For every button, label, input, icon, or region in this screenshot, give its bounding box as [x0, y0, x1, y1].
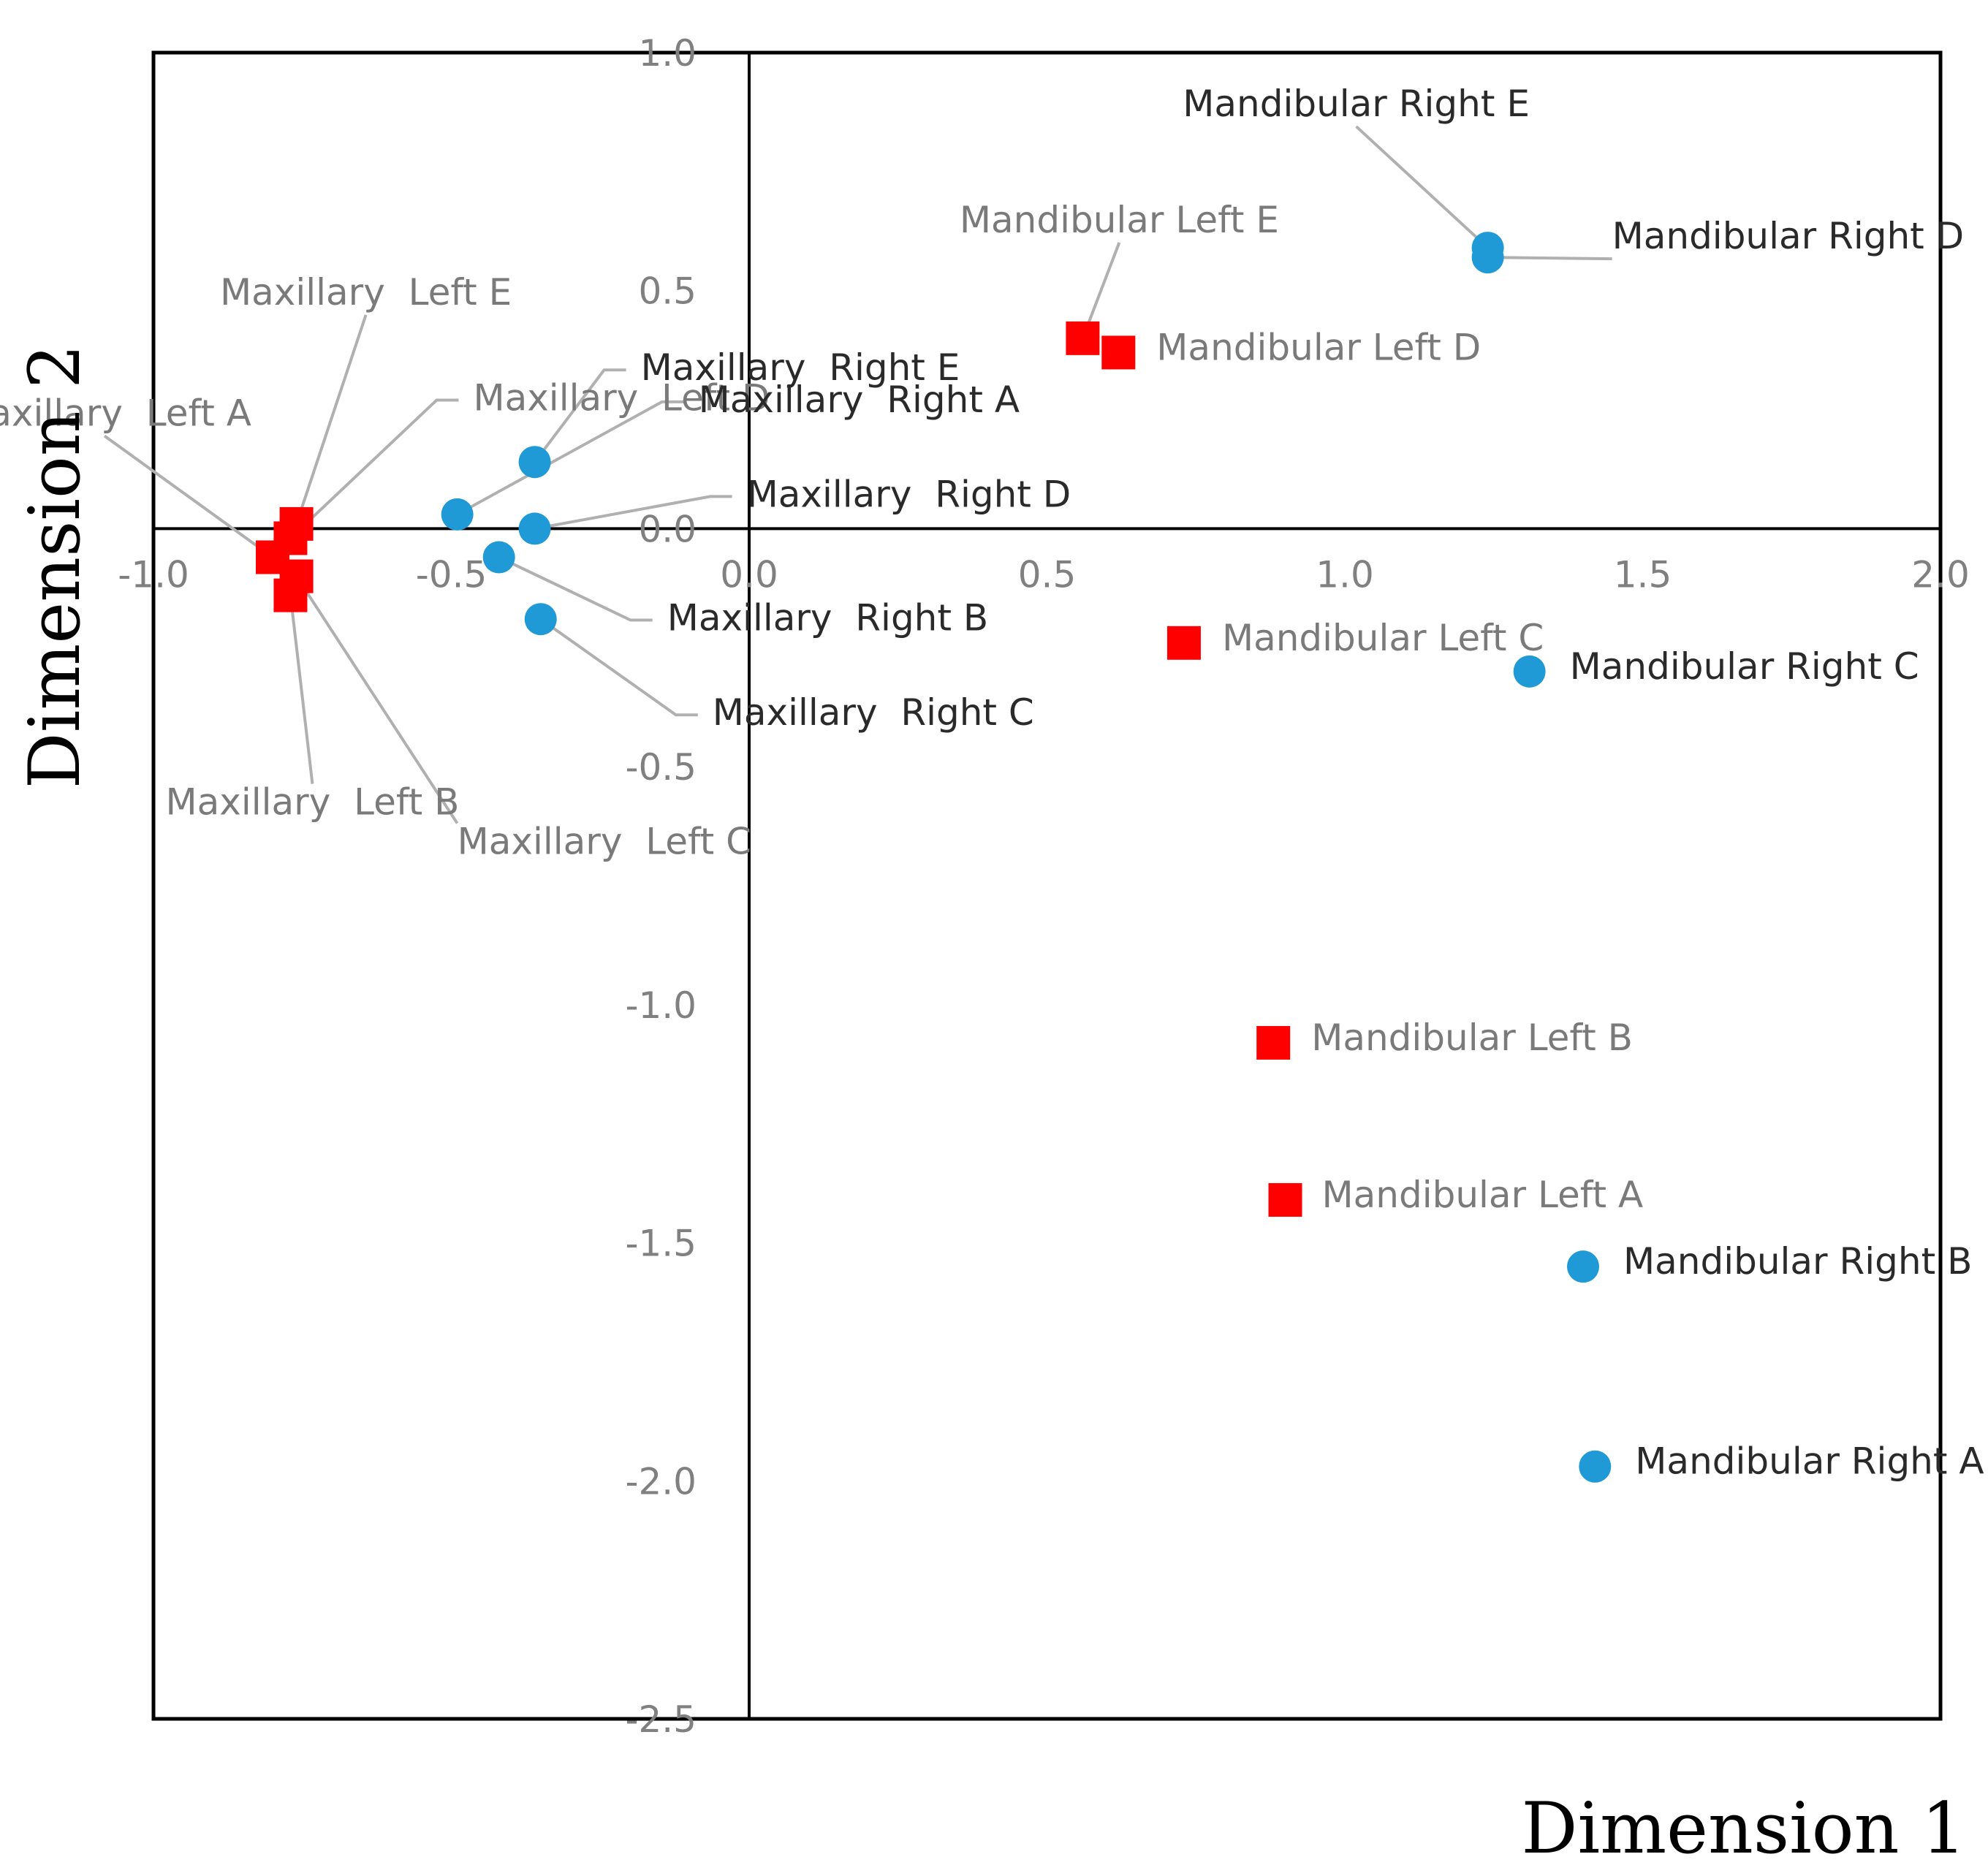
point-label: Maxillary Left C — [458, 821, 752, 863]
point-label: Maxillary Right D — [747, 473, 1071, 515]
leader-line — [289, 398, 459, 539]
data-point-square — [1066, 321, 1100, 355]
point-label: Mandibular Left B — [1311, 1017, 1633, 1059]
point-label: Maxillary Right C — [713, 691, 1034, 734]
point-label: Maxillary Left E — [220, 271, 512, 314]
data-point-square — [1101, 335, 1136, 370]
point-label: Maxillary Left B — [166, 781, 460, 824]
data-point-circle — [1579, 1450, 1612, 1483]
data-point-square — [1166, 626, 1201, 660]
plot-frame — [151, 50, 1943, 1721]
data-point-square — [1268, 1182, 1302, 1217]
x-tick-label: -0.5 — [416, 553, 487, 596]
x-tick-label: 1.0 — [1316, 553, 1374, 596]
y-tick-label: 1.0 — [638, 32, 697, 75]
y-tick-label: -1.5 — [625, 1223, 697, 1265]
y-tick-label: -1.0 — [625, 984, 697, 1027]
leader-line — [289, 595, 314, 784]
x-tick-label: 0.0 — [720, 553, 778, 596]
leader-line — [295, 314, 368, 525]
x-tick-label: 0.5 — [1018, 553, 1077, 596]
point-label: Maxillary Right B — [667, 597, 988, 639]
x-axis-title: Dimension 1 — [1521, 1788, 1966, 1865]
y-tick-label: -0.5 — [625, 746, 697, 789]
point-label: Mandibular Left C — [1222, 617, 1544, 659]
point-label: Maxillary Right A — [699, 379, 1020, 421]
y-tick-label: -2.5 — [625, 1698, 697, 1741]
point-label: Mandibular Left D — [1156, 326, 1481, 368]
leader-line — [539, 618, 698, 717]
y-tick-label: 0.0 — [638, 508, 697, 550]
data-point-circle — [518, 446, 551, 479]
data-point-circle — [1513, 655, 1546, 688]
leader-line — [103, 434, 274, 559]
point-label: Mandibular Right B — [1623, 1240, 1972, 1283]
markers-layer — [256, 232, 1612, 1483]
leader-lines-layer — [103, 125, 1612, 824]
point-label: Mandibular Left E — [960, 199, 1279, 241]
point-label: Mandibular Right C — [1570, 645, 1919, 688]
point-label: Maxillary Left D — [473, 376, 770, 419]
leader-line — [456, 400, 684, 516]
data-point-circle — [524, 603, 557, 636]
y-axis-title: Dimension 2 — [14, 344, 96, 789]
leader-line — [534, 495, 732, 531]
point-label: Mandibular Right D — [1612, 215, 1965, 257]
leader-line — [534, 368, 626, 463]
point-label: Mandibular Right A — [1635, 1440, 1984, 1483]
y-tick-label: 0.5 — [638, 270, 697, 313]
data-point-square — [279, 506, 314, 541]
y-tick-label: -2.0 — [625, 1460, 697, 1503]
axes-layer: -1.0 -0.5 0.0 0.5 1.0 1.5 2.0 1.0 0.5 0.0 -0.5 -1.0… — [118, 32, 1970, 1741]
x-tick-label: 1.5 — [1614, 553, 1672, 596]
x-tick-label: 2.0 — [1911, 553, 1970, 596]
leader-line — [1487, 256, 1612, 261]
point-label: Maxillary Left A — [0, 392, 251, 435]
leader-line — [295, 575, 459, 824]
leader-line — [498, 555, 653, 622]
point-label: Mandibular Left A — [1322, 1174, 1644, 1216]
data-point-square — [1256, 1025, 1291, 1060]
leader-line — [1355, 125, 1489, 249]
x-tick-label: -1.0 — [118, 553, 189, 596]
point-label: Mandibular Right E — [1183, 83, 1530, 125]
data-point-circle — [1471, 232, 1504, 265]
data-point-square — [279, 559, 314, 593]
data-point-circle — [441, 498, 474, 531]
point-label: Maxillary Right E — [641, 346, 960, 389]
data-point-circle — [518, 512, 551, 545]
data-point-circle — [1567, 1250, 1599, 1283]
data-point-circle — [482, 541, 515, 574]
